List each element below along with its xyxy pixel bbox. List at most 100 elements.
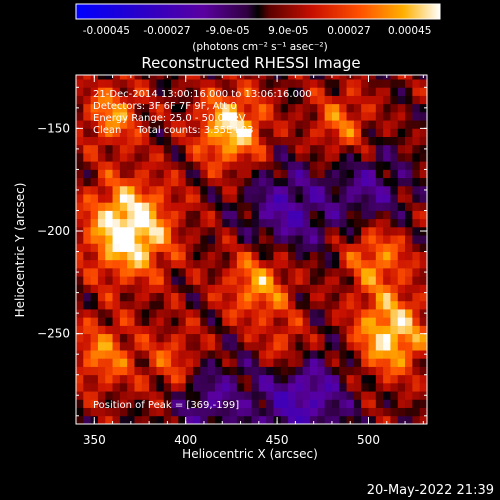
heatmap-cell: [244, 341, 252, 351]
heatmap-cell: [149, 210, 157, 220]
heatmap-cell: [405, 251, 413, 261]
heatmap-cell: [331, 153, 340, 162]
heatmap-cell: [324, 235, 333, 244]
heatmap-cell: [119, 144, 128, 154]
heatmap-cell: [405, 177, 413, 187]
heatmap-cell: [375, 407, 384, 417]
heatmap-cell: [163, 161, 172, 170]
heatmap-cell: [361, 161, 369, 170]
x-tick-label: 500: [357, 433, 380, 447]
heatmap-image: [76, 75, 427, 424]
heatmap-cell: [405, 309, 413, 318]
heatmap-cell: [310, 226, 318, 236]
heatmap-cell: [280, 75, 289, 80]
heatmap-cell: [419, 407, 427, 417]
heatmap-cell: [310, 399, 318, 408]
heatmap-cell: [149, 391, 157, 400]
heatmap-cell: [280, 251, 289, 261]
heatmap-cell: [266, 218, 274, 228]
heatmap-cell: [244, 144, 252, 154]
heatmap-cell: [222, 382, 230, 392]
heatmap-cell: [339, 95, 347, 105]
heatmap-cell: [90, 185, 99, 195]
heatmap-cell: [412, 284, 421, 294]
heatmap-cell: [214, 391, 223, 400]
heatmap-cell: [112, 284, 121, 294]
heatmap-cell: [288, 226, 296, 236]
heatmap-cell: [266, 79, 274, 88]
heatmap-cell: [200, 300, 209, 310]
heatmap-cell: [419, 317, 427, 326]
heatmap-cell: [419, 79, 427, 88]
heatmap-cell: [331, 284, 340, 294]
heatmap-cell: [295, 309, 304, 318]
heatmap-cell: [295, 128, 304, 137]
heatmap-cell: [346, 194, 355, 203]
heatmap-cell: [119, 185, 128, 195]
heatmap-cell: [302, 226, 311, 236]
heatmap-cell: [339, 103, 347, 113]
heatmap-cell: [171, 325, 179, 335]
heatmap-cell: [222, 120, 230, 129]
heatmap-cell: [134, 235, 143, 244]
heatmap-cell: [76, 75, 84, 80]
heatmap-cell: [134, 185, 143, 195]
heatmap-cell: [214, 259, 223, 269]
heatmap-cell: [383, 185, 391, 195]
heatmap-cell: [163, 284, 172, 294]
heatmap-cell: [171, 267, 179, 277]
heatmap-cell: [405, 358, 413, 367]
heatmap-cell: [251, 333, 260, 343]
heatmap-cell: [273, 153, 282, 162]
heatmap-cell: [251, 399, 260, 408]
heatmap-cell: [346, 153, 355, 162]
heatmap-cell: [375, 226, 384, 236]
heatmap-cell: [134, 144, 143, 154]
heatmap-cell: [266, 350, 274, 359]
heatmap-cell: [193, 382, 201, 392]
heatmap-cell: [390, 399, 399, 408]
heatmap-cell: [419, 243, 427, 252]
heatmap-cell: [222, 210, 230, 220]
colorbar-tick-label: -0.00045: [83, 25, 130, 37]
heatmap-cell: [346, 103, 355, 113]
heatmap-cell: [288, 153, 296, 162]
heatmap-cell: [149, 284, 157, 294]
heatmap-cell: [273, 226, 282, 236]
chart-title: Reconstructed RHESSI Image: [141, 54, 360, 72]
annotation-clean-counts: Clean Total counts: 3.55E+03: [93, 125, 253, 136]
heatmap-cell: [339, 391, 347, 400]
heatmap-cell: [295, 177, 304, 187]
heatmap-cell: [324, 358, 333, 367]
heatmap-cell: [383, 79, 391, 88]
heatmap-cell: [288, 251, 296, 261]
heatmap-cell: [390, 103, 399, 113]
heatmap-cell: [229, 136, 238, 146]
annotation-time-range: 21-Dec-2014 13:00:16.000 to 13:06:16.000: [93, 89, 312, 100]
heatmap-cell: [76, 185, 84, 195]
heatmap-cell: [97, 120, 106, 129]
heatmap-cell: [383, 161, 391, 170]
heatmap-cell: [222, 358, 230, 367]
heatmap-cell: [127, 128, 135, 137]
colorbar: [75, 3, 441, 20]
heatmap-cell: [127, 341, 135, 351]
heatmap-cell: [207, 358, 216, 367]
heatmap-cell: [288, 169, 296, 179]
heatmap-cell: [141, 75, 150, 80]
heatmap-cell: [302, 366, 311, 376]
heatmap-cell: [346, 87, 355, 96]
heatmap-cell: [134, 75, 143, 80]
heatmap-cell: [178, 218, 187, 228]
heatmap-cell: [280, 317, 289, 326]
heatmap-cell: [171, 415, 179, 424]
heatmap-cell: [331, 218, 340, 228]
heatmap-cell: [412, 333, 421, 343]
heatmap-cell: [134, 391, 143, 400]
heatmap-cell: [280, 210, 289, 220]
heatmap-cell: [390, 136, 399, 146]
heatmap-cell: [141, 284, 150, 294]
heatmap-cell: [214, 267, 223, 277]
heatmap-cell: [339, 300, 347, 310]
heatmap-cell: [317, 276, 326, 285]
